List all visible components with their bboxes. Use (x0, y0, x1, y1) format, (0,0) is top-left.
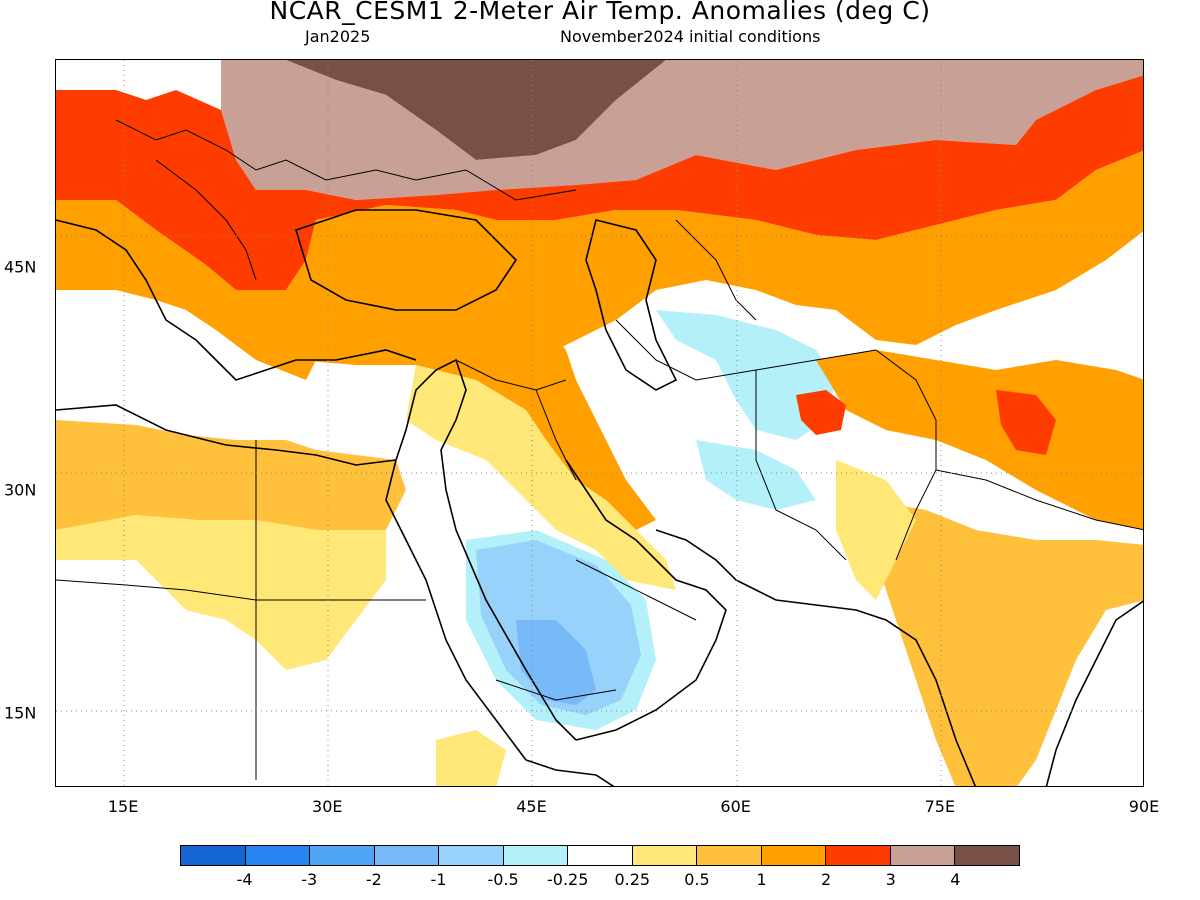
x-tick-label: 90E (1128, 797, 1160, 816)
colorbar-label: 0.25 (614, 870, 651, 889)
field-0p25-0p5-horn (436, 730, 506, 786)
y-tick-label: 30N (4, 480, 37, 500)
init-conditions-label: November2024 initial conditions (560, 27, 821, 46)
field-1-2-turkey-iraq (286, 305, 656, 530)
field-2-3-himalaya (996, 390, 1056, 455)
colorbar-box (761, 846, 827, 865)
field-4-plus (286, 60, 666, 160)
colorbar-box (374, 846, 440, 865)
x-tick-label: 75E (924, 797, 956, 816)
coastlines (56, 209, 1143, 786)
colorbar-label: 4 (950, 870, 961, 889)
colorbar-label: -0.5 (487, 870, 519, 889)
field-neg-0p25-iran (656, 310, 836, 440)
colorbar (180, 845, 1020, 866)
y-tick-label: 45N (4, 257, 37, 277)
colorbar-box (955, 846, 1019, 865)
colorbar-label: 0.5 (684, 870, 710, 889)
colorbar-box (890, 846, 956, 865)
colorbar-label: -1 (430, 870, 447, 889)
colorbar-label: 3 (885, 870, 896, 889)
y-tick-label: 15N (4, 703, 37, 723)
colorbar-label: -3 (301, 870, 318, 889)
colorbar-label: 1 (756, 870, 767, 889)
field-0p25-0p5-india (836, 460, 916, 600)
map-canvas (56, 60, 1143, 786)
colorbar-label: -4 (236, 870, 253, 889)
x-tick-label: 60E (720, 797, 751, 816)
anomaly-fields (56, 60, 1143, 786)
x-tick-label: 15E (107, 797, 139, 816)
colorbar-box (632, 846, 698, 865)
colorbar-box (826, 846, 891, 865)
colorbar-box (503, 846, 569, 865)
colorbar-label: -2 (365, 870, 382, 889)
colorbar-box (568, 846, 633, 865)
field-neg-1-arabia (516, 620, 596, 705)
anomaly-map (55, 59, 1144, 787)
valid-month-label: Jan2025 (305, 27, 371, 46)
x-tick-label: 45E (516, 797, 547, 816)
field-1-2-south-asia (816, 350, 1143, 530)
country-borders (56, 119, 1143, 780)
colorbar-box (697, 846, 762, 865)
field-2-3-pakistan (796, 390, 846, 435)
colorbar-box (181, 846, 246, 865)
colorbar-box (245, 846, 311, 865)
colorbar-label: -0.25 (546, 870, 589, 889)
colorbar-box (439, 846, 504, 865)
field-0p5-1-north-africa (56, 420, 406, 530)
field-3-4-north (221, 60, 1143, 200)
colorbar-box (310, 846, 375, 865)
field-0p25-0p5-levant (406, 365, 676, 590)
field-neg-0p25-afghan (696, 440, 816, 510)
colorbar-label: 2 (821, 870, 832, 889)
field-0p5-1-india (866, 500, 1143, 786)
field-0p25-0p5-north-africa (56, 515, 386, 670)
chart-title: NCAR_CESM1 2-Meter Air Temp. Anomalies (… (269, 0, 931, 25)
x-tick-label: 30E (312, 797, 343, 816)
